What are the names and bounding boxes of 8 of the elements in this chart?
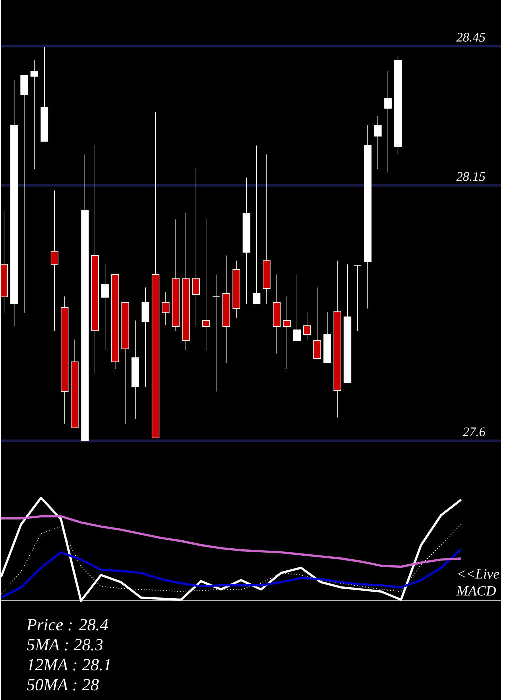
annotation: <<Live MACD (456, 570, 500, 596)
text: 5MA : 28.3 (26, 639, 103, 651)
y-tick-label: 27.6 (463, 428, 486, 436)
text: 12MA : 28.1 (27, 659, 110, 671)
text: Price : 28.4 (26, 619, 108, 631)
y-tick-label: 28.15 (456, 172, 486, 182)
y-tick-label: 28.45 (456, 33, 486, 42)
text: 50MA : 28 (26, 679, 99, 691)
